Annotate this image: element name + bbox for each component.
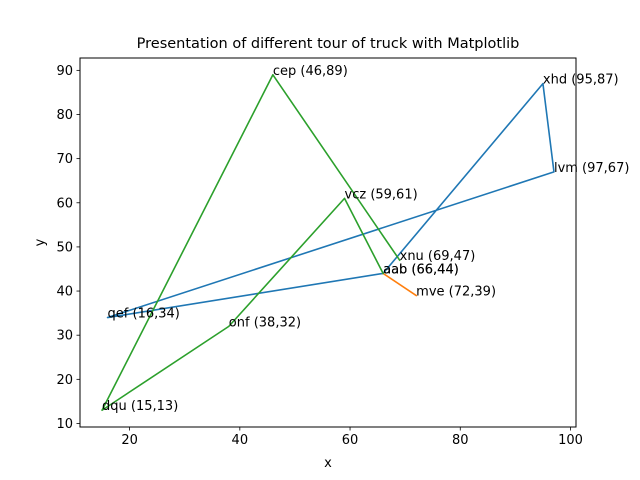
x-axis-label: x [324, 456, 332, 471]
point-label-xhd: xhd (95,87) [543, 73, 619, 88]
point-label-lvm: lvm (97,67) [554, 161, 629, 176]
point-label-xnu: xnu (69,47) [400, 249, 476, 264]
point-label-onf: onf (38,32) [229, 315, 301, 330]
series-line-2 [382, 272, 418, 297]
point-labels: cep (46,89) xhd (95,87) lvm (97,67) vcz (59… [102, 64, 629, 414]
x-tick-label: 100 [558, 433, 583, 448]
x-tick-label: 80 [452, 433, 469, 448]
x-tick-label: 60 [342, 433, 359, 448]
y-tick-label: 80 [56, 108, 73, 123]
point-label-qef: qef (16,34) [108, 307, 180, 322]
x-tick-label: 20 [121, 433, 138, 448]
point-label-aab2: aab (66,44) [383, 262, 459, 277]
point-label-dqu: dqu (15,13) [102, 399, 178, 414]
y-tick-label: 60 [56, 196, 73, 211]
point-label-vcz: vcz (59,61) [345, 187, 418, 202]
series-line-1 [106, 82, 555, 319]
y-axis-label: y [33, 238, 48, 246]
chart-title: Presentation of different tour of truck … [137, 36, 520, 52]
y-tick-label: 20 [56, 373, 73, 388]
series-layer [101, 73, 555, 412]
y-tick-label: 40 [56, 285, 73, 300]
y-tick-label: 70 [56, 152, 73, 167]
series-line-3 [101, 73, 401, 412]
point-label-aab: aab (66,44) [383, 262, 459, 277]
y-tick-label: 90 [56, 64, 73, 79]
point-label-cep: cep (46,89) [273, 64, 348, 79]
point-label-mve: mve (72,39) [416, 284, 496, 299]
x-tick-label: 40 [232, 433, 249, 448]
y-axis-ticks: 10 20 30 40 50 60 70 80 90 [56, 64, 80, 432]
y-tick-label: 50 [56, 240, 73, 255]
x-axis-ticks: 20 40 60 80 100 [121, 427, 583, 448]
y-tick-label: 10 [56, 417, 73, 432]
y-tick-label: 30 [56, 329, 73, 344]
plot-frame [79, 57, 577, 428]
